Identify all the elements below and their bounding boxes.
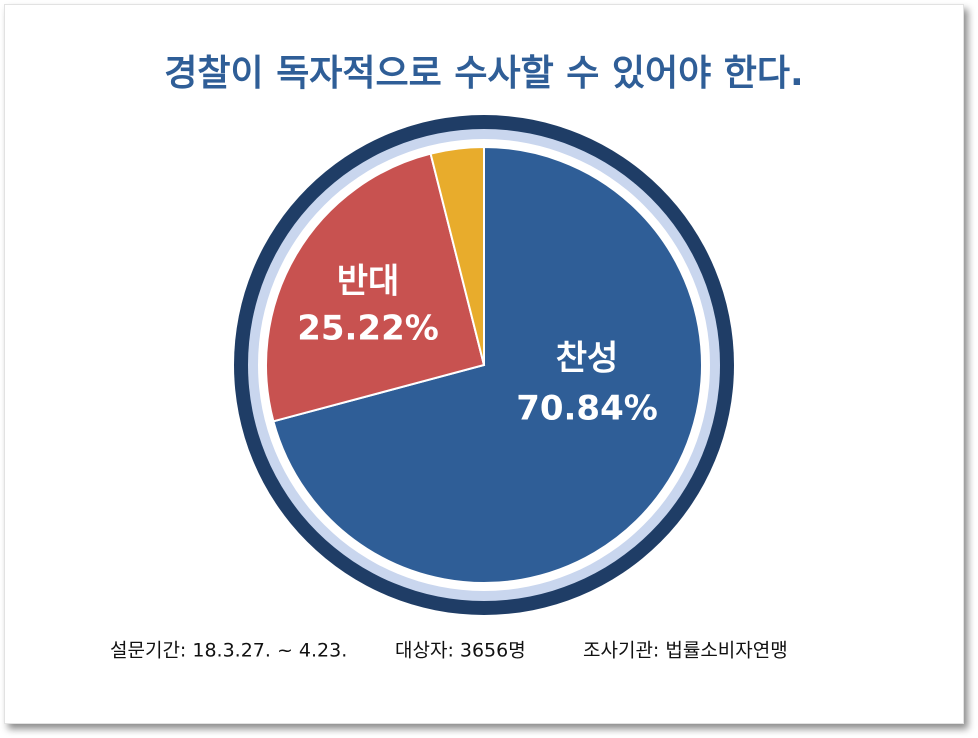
chart-title: 경찰이 독자적으로 수사할 수 있어야 한다. [164, 53, 803, 94]
footnote: 대상자: 3656명 [395, 640, 526, 662]
pie-slice [272, 145, 703, 584]
slice-category: 찬성 [556, 339, 619, 379]
data-label: 25.22% [297, 309, 439, 349]
pie-slice [265, 152, 486, 423]
slice-category: 반대 [337, 262, 400, 302]
footnote: 조사기관: 법률소비자연맹 [583, 640, 788, 662]
pie-slice [429, 145, 485, 366]
footnote: 설문기간: 18.3.27. ~ 4.23. [110, 640, 347, 662]
data-label: 70.84% [516, 389, 658, 429]
